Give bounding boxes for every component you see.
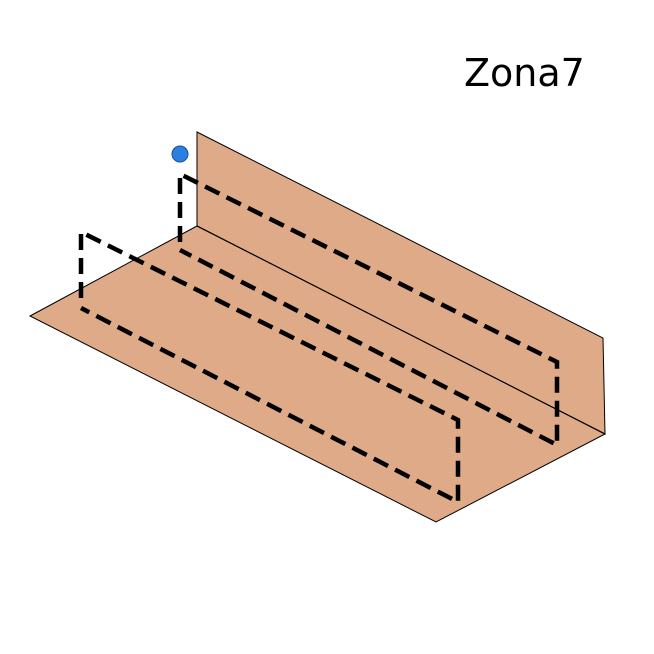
zone-label: Zona7 xyxy=(464,54,585,92)
start-marker xyxy=(172,146,188,162)
